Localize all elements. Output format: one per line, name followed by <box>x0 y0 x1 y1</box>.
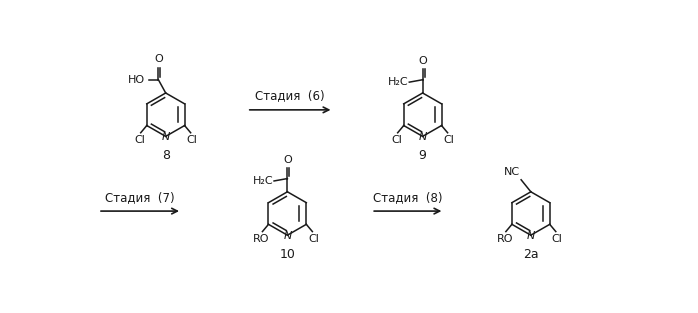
Text: Cl: Cl <box>391 135 402 145</box>
Text: 8: 8 <box>162 149 170 162</box>
Text: H₂C: H₂C <box>388 77 409 87</box>
Text: NC: NC <box>504 167 520 177</box>
Text: HO: HO <box>128 75 145 85</box>
Text: N: N <box>161 132 170 142</box>
Text: N: N <box>527 231 535 241</box>
Text: 10: 10 <box>279 248 295 261</box>
Text: Cl: Cl <box>134 135 145 145</box>
Text: Cl: Cl <box>308 234 319 244</box>
Text: Cl: Cl <box>551 234 563 244</box>
Text: Стадия  (6): Стадия (6) <box>255 89 325 102</box>
Text: N: N <box>283 231 292 241</box>
Text: O: O <box>283 155 292 165</box>
Text: 2a: 2a <box>523 248 539 261</box>
Text: N: N <box>419 132 426 142</box>
Text: Cl: Cl <box>443 135 454 145</box>
Text: Cl: Cl <box>186 135 198 145</box>
Text: H₂C: H₂C <box>253 176 274 186</box>
Text: O: O <box>154 54 163 64</box>
Text: Стадия  (8): Стадия (8) <box>373 191 443 204</box>
Text: RO: RO <box>253 234 269 244</box>
Text: RO: RO <box>496 234 513 244</box>
Text: O: O <box>418 56 427 66</box>
Text: 9: 9 <box>419 149 426 162</box>
Text: Стадия  (7): Стадия (7) <box>105 191 174 204</box>
